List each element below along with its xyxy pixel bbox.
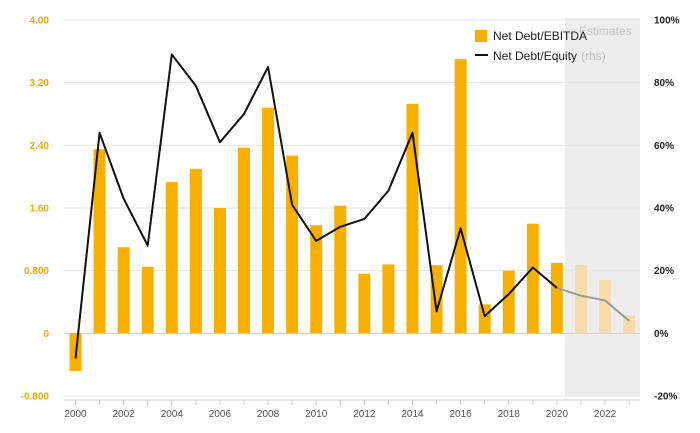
estimates-label: Estimates [579, 24, 632, 38]
x-tick-label: 2018 [498, 409, 521, 420]
legend-bar-label: Net Debt/EBITDA [493, 29, 587, 43]
y-left-tick-label: 1.60 [30, 204, 50, 215]
y-left-tick-label: 0.800 [24, 266, 49, 277]
bar [334, 205, 347, 334]
x-tick-label: 2000 [64, 409, 87, 420]
x-tick-label: 2008 [257, 409, 280, 420]
bar [599, 280, 612, 334]
x-tick-label: 2006 [209, 409, 232, 420]
x-tick-label: 2014 [401, 409, 424, 420]
bar [382, 264, 395, 334]
bar [117, 247, 130, 334]
x-tick-label: 2016 [449, 409, 472, 420]
bar [310, 225, 323, 334]
legend-line-suffix: (rhs) [581, 49, 606, 63]
bar [286, 155, 299, 334]
y-left-tick-label: 4.00 [30, 16, 50, 27]
x-tick-label: 2010 [305, 409, 328, 420]
net-debt-equity-estimate-line [556, 286, 630, 322]
x-tick-label: 2012 [353, 409, 376, 420]
bar [262, 107, 275, 334]
net-debt-equity-line [74, 53, 558, 359]
bar [526, 223, 539, 334]
y-left-tick-label: -0.800 [21, 392, 50, 403]
y-right-tick-label: 0% [654, 329, 669, 340]
x-tick-label: 2020 [546, 409, 569, 420]
y-right-tick-label: 60% [654, 141, 674, 152]
y-right-tick-label: 40% [654, 204, 674, 215]
y-right-tick-label: 20% [654, 266, 674, 277]
bar [358, 273, 371, 334]
bar [237, 147, 250, 334]
legend-bar-swatch [475, 30, 487, 42]
bar [502, 270, 515, 334]
bar [165, 182, 178, 334]
x-tick-label: 2002 [113, 409, 136, 420]
y-left-tick-label: 3.20 [30, 78, 50, 89]
estimates-region [564, 18, 640, 396]
bar [623, 315, 636, 334]
bar [454, 59, 467, 334]
bar [93, 149, 106, 334]
x-tick-label: 2022 [594, 409, 617, 420]
bar [574, 265, 587, 334]
y-right-tick-label: 80% [654, 78, 674, 89]
y-right-tick-label: 100% [654, 16, 680, 27]
y-right-tick-label: -20% [654, 392, 677, 403]
legend-line-label: Net Debt/Equity [493, 49, 577, 63]
x-tick-label: 2004 [161, 409, 184, 420]
bar [550, 262, 563, 334]
bar [141, 266, 154, 334]
bar [478, 304, 491, 334]
y-left-tick-label: 0 [43, 329, 49, 340]
y-left-tick-label: 2.40 [30, 141, 50, 152]
bar [213, 208, 226, 334]
bar [189, 168, 202, 334]
